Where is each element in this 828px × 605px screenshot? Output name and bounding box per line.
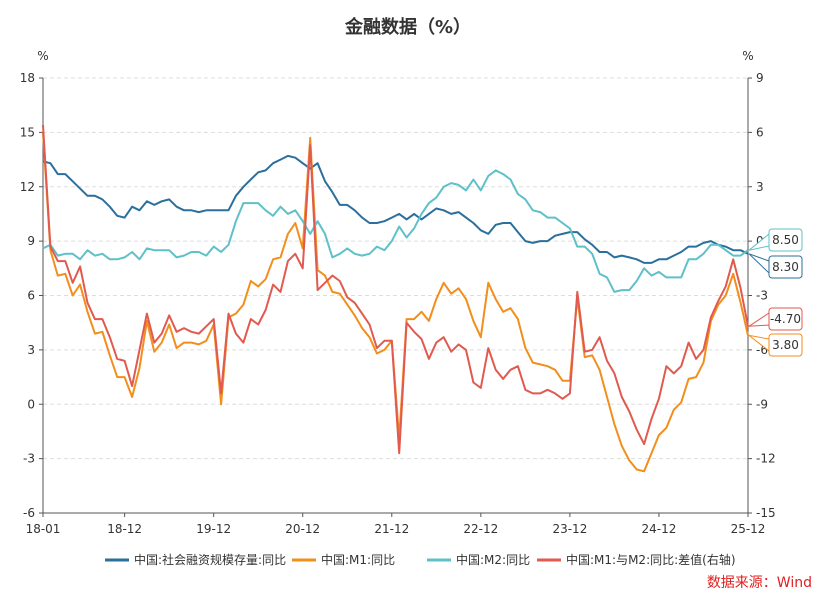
end-label-pointer — [747, 312, 770, 327]
legend-item-3: 中国:M1:与M2:同比:差值(右轴) — [537, 552, 736, 567]
legend-item-0: 中国:社会融资规模存量:同比 — [105, 552, 286, 567]
end-label-value: 8.30 — [772, 260, 799, 274]
end-label-1: 3.80 — [748, 333, 803, 357]
series-line-2 — [42, 169, 749, 293]
left-axis-tick-label: 0 — [27, 397, 35, 411]
x-axis-tick-label: 18-12 — [107, 522, 142, 536]
right-axis-unit: % — [742, 49, 753, 63]
right-axis-tick-label: -6 — [756, 343, 768, 357]
right-axis-tick-label: 6 — [756, 125, 764, 139]
x-axis-tick-label: 18-01 — [26, 522, 61, 536]
end-value-labels: 8.30 3.80 8.50 -4.70 — [747, 228, 803, 357]
right-axis-tick-label: -3 — [756, 289, 768, 303]
end-label-box — [768, 333, 803, 357]
end-label-box — [768, 255, 803, 279]
series-line-0 — [42, 154, 749, 264]
right-axis-tick-label: -9 — [756, 397, 768, 411]
right-axis-tick-label: -15 — [756, 506, 776, 520]
legend-label: 中国:社会融资规模存量:同比 — [134, 552, 286, 567]
left-axis-tick-label: 12 — [20, 180, 35, 194]
end-label-3: -4.70 — [747, 307, 803, 331]
right-axis-tick-label: -12 — [756, 452, 776, 466]
right-axis-tick-label: 9 — [756, 71, 764, 85]
x-axis-tick-label: 21-12 — [374, 522, 409, 536]
end-label-2: 8.50 — [748, 228, 803, 252]
x-axis-tick-label: 23-12 — [552, 522, 587, 536]
end-label-0: 8.30 — [748, 253, 803, 279]
end-label-pointer — [748, 253, 770, 275]
series-lines — [42, 125, 749, 473]
x-axis-tick-label: 25-12 — [731, 522, 766, 536]
data-source-note: 数据来源：Wind — [707, 575, 812, 591]
legend-label: 中国:M1:与M2:同比:差值(右轴) — [566, 552, 736, 567]
left-axis-unit: % — [37, 49, 48, 63]
legend-item-1: 中国:M1:同比 — [292, 552, 395, 567]
legend-label: 中国:M2:同比 — [456, 552, 530, 567]
left-axis-tick-label: -6 — [23, 506, 35, 520]
left-axis-tick-label: 15 — [20, 125, 35, 139]
end-label-value: 3.80 — [772, 338, 799, 352]
chart-title: 金融数据（%） — [344, 16, 471, 38]
legend-label: 中国:M1:同比 — [321, 552, 395, 567]
x-axis-tick-label: 20-12 — [285, 522, 320, 536]
x-axis-tick-label: 22-12 — [463, 522, 498, 536]
left-axis-tick-label: 18 — [20, 71, 35, 85]
series-line-3 — [42, 125, 749, 455]
legend-item-2: 中国:M2:同比 — [427, 552, 530, 567]
left-axis-tick-label: 6 — [27, 289, 35, 303]
axes: -6-30369121518-15-12-9-6-3036918-0118-12… — [20, 71, 776, 536]
end-label-value: -4.70 — [770, 312, 801, 326]
left-axis-tick-label: -3 — [23, 452, 35, 466]
x-axis-tick-label: 19-12 — [196, 522, 231, 536]
left-axis-tick-label: 9 — [27, 234, 35, 248]
end-label-box — [768, 228, 803, 252]
end-label-box — [768, 307, 803, 331]
legend: 中国:社会融资规模存量:同比 中国:M1:同比 中国:M2:同比 中国:M1:与M2:… — [105, 552, 736, 567]
right-axis-tick-label: 3 — [756, 180, 764, 194]
end-label-value: 8.50 — [772, 233, 799, 247]
series-line-1 — [42, 132, 749, 473]
left-axis-tick-label: 3 — [27, 343, 35, 357]
x-axis-tick-label: 24-12 — [642, 522, 677, 536]
